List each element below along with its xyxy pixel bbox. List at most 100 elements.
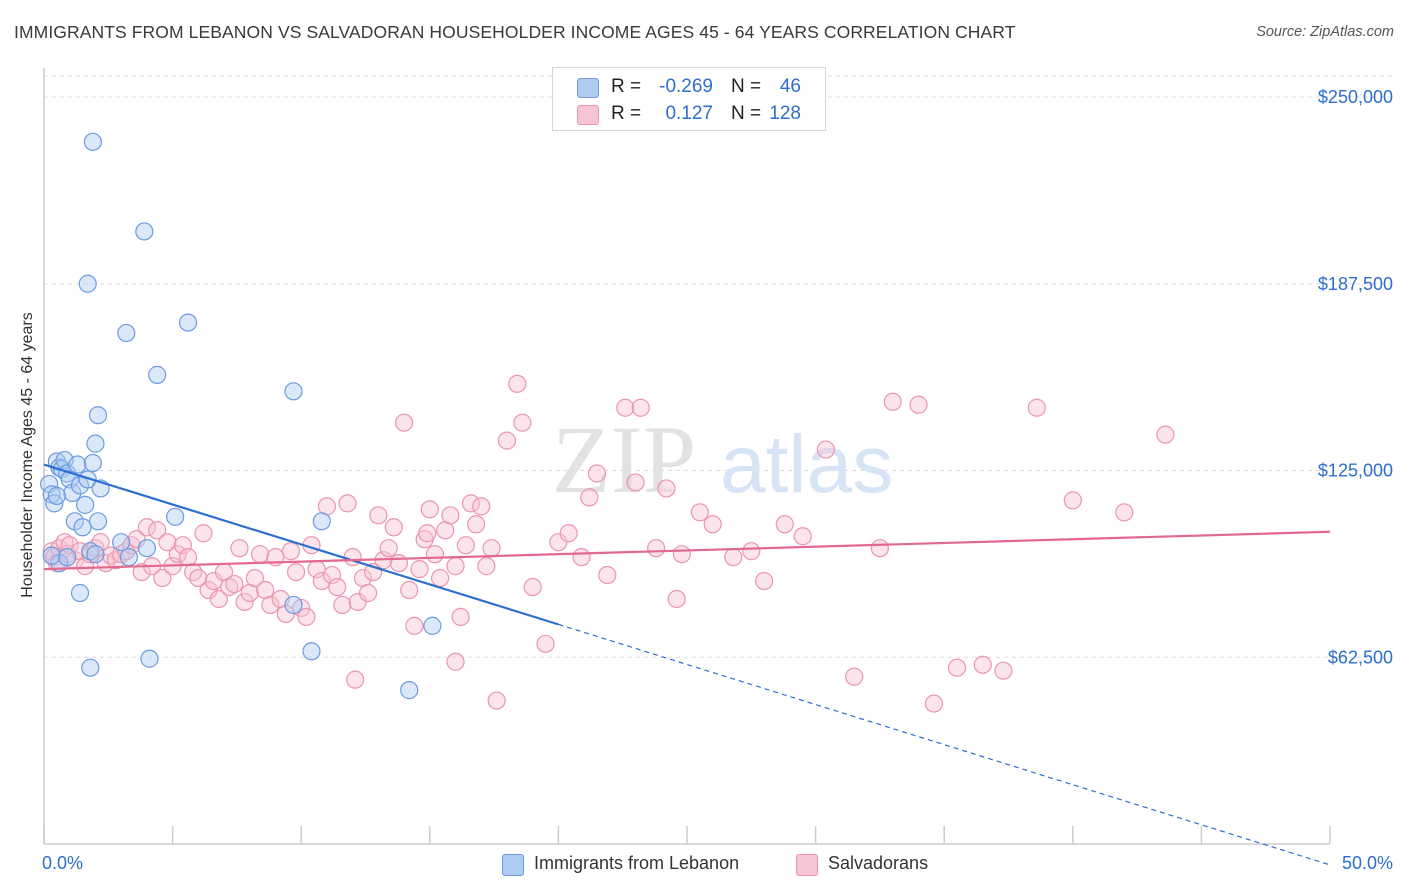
y-tick-label: $187,500 <box>1318 274 1393 294</box>
salvadoran-point <box>909 395 928 414</box>
salvadoran-point <box>446 557 465 576</box>
salvadoran-point <box>261 595 280 615</box>
lebanon-point <box>81 542 100 561</box>
salvadoran-point <box>755 571 774 591</box>
salvadoran-point <box>55 533 74 552</box>
salvadoran-point <box>394 413 414 432</box>
salvadoran-point <box>86 539 105 558</box>
salvadoran-point <box>580 488 599 507</box>
lebanon-point <box>63 483 82 503</box>
salvadoran-point <box>333 595 352 615</box>
lebanon-trend-line <box>43 463 559 626</box>
lebanon-point <box>81 658 100 677</box>
grid-lines <box>44 75 1394 658</box>
salvadoran-point <box>384 518 403 537</box>
salvadoran-point <box>631 398 650 417</box>
x-tick-label: 0.0% <box>42 853 83 873</box>
salvadoran-point <box>1156 425 1175 444</box>
salvadoran-point <box>379 539 398 558</box>
lebanon-points <box>40 132 442 700</box>
salvadoran-point <box>338 494 357 513</box>
salvadoran-point <box>816 440 835 459</box>
lebanon-point <box>135 222 154 241</box>
salvadoran-point <box>346 670 365 689</box>
legend-row-salvadorans: R = 0.127 N = 128 <box>553 103 825 127</box>
lebanon-point <box>76 495 95 514</box>
lebanon-point <box>302 642 321 661</box>
salvadoran-point <box>870 539 890 558</box>
n-label: N = <box>731 76 762 97</box>
r-value: -0.269 <box>659 76 713 97</box>
salvadoran-point <box>1027 398 1046 417</box>
axes <box>43 68 1331 845</box>
salvadoran-point <box>508 374 527 393</box>
salvadoran-point <box>742 542 761 561</box>
salvadoran-point <box>587 464 607 483</box>
salvadoran-point <box>328 577 347 597</box>
salvadoran-point <box>672 545 691 564</box>
salvadoran-point <box>405 616 424 635</box>
legend-label: Salvadorans <box>828 853 929 873</box>
salvadoran-point <box>127 530 146 549</box>
salvadoran-point <box>132 562 151 582</box>
legend-swatch-blue <box>577 78 599 98</box>
salvadoran-point <box>389 554 409 573</box>
lebanon-point <box>58 548 77 567</box>
n-value: 128 <box>769 103 801 124</box>
lebanon-point <box>83 132 102 151</box>
salvadoran-point <box>626 473 645 492</box>
lebanon-point <box>400 681 419 700</box>
lebanon-point <box>88 512 108 531</box>
tick-labels: $62,500 $125,000 $187,500 $250,000 0.0% 50.0% <box>42 87 1393 873</box>
salvadoran-point <box>559 524 578 543</box>
lebanon-point <box>42 546 61 565</box>
n-value: 46 <box>779 76 801 97</box>
salvadoran-point <box>225 574 244 594</box>
salvadoran-point <box>703 515 722 534</box>
salvadoran-point <box>209 589 228 609</box>
lebanon-point <box>45 494 64 513</box>
lebanon-point <box>86 545 105 564</box>
lebanon-point <box>166 507 185 526</box>
legend-row-lebanon: R = -0.269 N = 46 <box>553 76 825 100</box>
salvadoran-point <box>441 506 460 525</box>
salvadoran-point <box>173 536 192 555</box>
salvadoran-point <box>184 562 203 582</box>
salvadoran-point <box>845 667 864 686</box>
y-tick-label: $62,500 <box>1328 647 1393 667</box>
lebanon-point <box>68 455 87 474</box>
lebanon-point <box>178 313 198 332</box>
salvadoran-point <box>168 545 187 564</box>
salvadoran-point <box>451 607 470 627</box>
salvadoran-point <box>204 571 223 591</box>
salvadoran-point <box>616 398 635 417</box>
lebanon-point <box>86 434 105 453</box>
salvadoran-point <box>235 592 254 612</box>
lebanon-point <box>78 274 97 293</box>
lebanon-point <box>88 406 108 425</box>
salvadoran-point <box>410 560 429 579</box>
lebanon-point <box>60 470 79 489</box>
lebanon-point <box>148 365 167 384</box>
legend-swatch-pink <box>577 105 599 125</box>
legend-swatch-pink <box>796 854 818 876</box>
salvadoran-point <box>598 565 617 585</box>
salvadoran-point <box>220 577 239 597</box>
y-axis-label: Householder Income Ages 45 - 64 years <box>19 312 36 598</box>
salvadoran-point <box>472 497 491 516</box>
lebanon-point <box>284 382 303 401</box>
salvadoran-point <box>523 577 542 597</box>
salvadoran-trend-line <box>43 530 1331 571</box>
salvadoran-point <box>487 691 506 710</box>
salvadoran-point <box>883 392 902 411</box>
salvadoran-point <box>199 580 218 600</box>
salvadoran-point <box>230 539 249 558</box>
salvadoran-point <box>322 565 342 585</box>
lebanon-point <box>140 649 159 668</box>
salvadoran-point <box>91 533 110 552</box>
salvadoran-point <box>690 503 709 522</box>
salvadoran-point <box>1063 491 1082 510</box>
salvadoran-point <box>420 500 439 519</box>
salvadoran-point <box>1115 503 1134 522</box>
